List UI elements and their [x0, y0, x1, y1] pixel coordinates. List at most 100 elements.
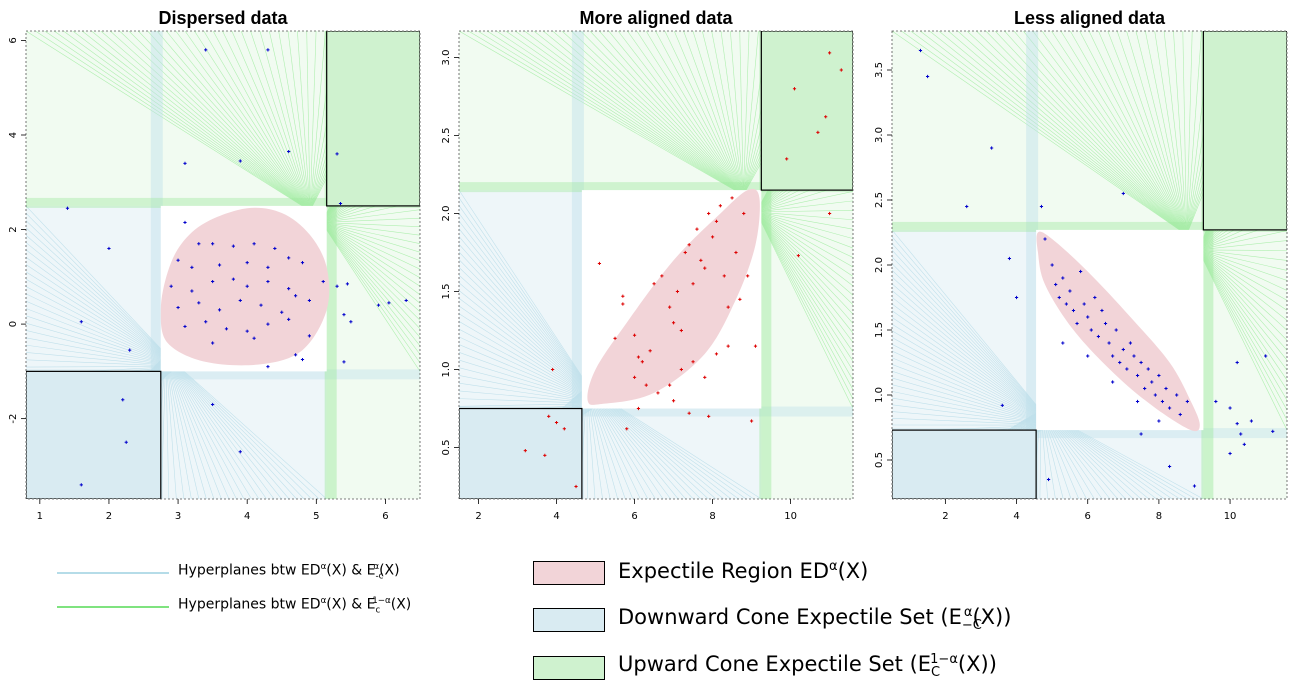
hyperplane-line	[26, 213, 178, 367]
hyperplane-line	[892, 229, 1054, 426]
data-point	[252, 242, 256, 246]
y-tick-label: 3.0	[874, 127, 885, 143]
data-point	[1050, 263, 1054, 267]
panel-title: Less aligned data	[1014, 8, 1166, 28]
data-point	[176, 305, 180, 310]
hyperplane-line	[26, 337, 178, 367]
hyperplane-line	[459, 328, 600, 404]
hyperplane-line	[321, 222, 420, 321]
hyperplane-line	[892, 364, 1053, 426]
plot-frame	[25, 30, 421, 500]
hyperplane-line	[203, 31, 311, 212]
hyperplane-line	[756, 211, 853, 353]
hyperplane-line	[26, 220, 178, 367]
data-point	[699, 258, 703, 262]
data-point	[1075, 321, 1079, 326]
data-point	[79, 483, 83, 487]
hyperplane-line	[459, 403, 600, 407]
data-point	[1054, 282, 1058, 287]
hyperplane-line	[459, 352, 600, 404]
upward-tint-above	[459, 31, 762, 191]
data-point	[204, 320, 208, 324]
data-point	[640, 360, 644, 364]
data-point	[1235, 422, 1239, 426]
hyperplane-line	[26, 286, 178, 367]
data-point	[816, 130, 820, 134]
hyperplane-line	[1198, 240, 1287, 251]
y-tick-label: 4	[8, 132, 19, 138]
hyperplane-line	[756, 211, 853, 249]
hyperplane-line	[26, 205, 178, 367]
data-point	[726, 344, 730, 348]
data-point	[128, 348, 132, 352]
y-tick-label: 2.5	[874, 192, 885, 208]
data-point	[1153, 393, 1157, 397]
hyperplane-line	[1107, 31, 1187, 236]
hyperplane-line	[627, 31, 744, 196]
hyperplane-line	[278, 31, 311, 211]
legend-region-label: Expectile Region EDα(X)	[618, 559, 869, 583]
hyperplane-line	[165, 354, 305, 499]
hyperplane-line	[477, 31, 744, 196]
hyperplane-line	[459, 251, 601, 404]
data-point	[190, 289, 194, 293]
hyperplane-line	[26, 315, 178, 367]
downward-tint-below	[1036, 430, 1204, 499]
data-point	[1178, 412, 1182, 417]
hyperplane-line	[459, 359, 600, 404]
plot-area	[26, 31, 420, 499]
data-point	[1228, 406, 1232, 410]
data-point	[1160, 399, 1165, 404]
hyperplane-line	[250, 31, 311, 212]
data-point	[1157, 373, 1161, 378]
hyperplane-line	[756, 211, 853, 324]
hyperplane-line	[756, 191, 853, 213]
hyperplane-line	[892, 337, 1053, 426]
hyperplane-line	[165, 354, 290, 499]
hyperplane-line	[165, 354, 282, 499]
hyperplane-line	[26, 322, 178, 367]
hyperplane-line	[26, 242, 178, 367]
data-point	[683, 250, 687, 255]
hyperplane-line	[165, 354, 222, 499]
data-point	[1146, 367, 1150, 371]
hyperplane-line	[321, 222, 420, 313]
hyperplane-line	[1198, 249, 1287, 291]
data-point	[217, 308, 222, 312]
hyperplane-line	[306, 31, 311, 211]
data-point	[1167, 464, 1172, 469]
plot-area	[892, 31, 1287, 499]
data-point	[183, 220, 187, 225]
downward-tint-below	[160, 371, 327, 499]
hyperplane-line	[321, 222, 420, 279]
hyperplane-line	[892, 310, 1054, 426]
data-point	[266, 265, 270, 269]
data-point	[1235, 360, 1239, 365]
y-tick-label: 3.5	[874, 62, 885, 78]
hyperplane-line	[892, 370, 1053, 426]
x-tick-label: 8	[1156, 511, 1162, 522]
hyperplane-line	[1198, 249, 1287, 251]
data-point	[211, 341, 215, 345]
data-point	[1089, 328, 1093, 332]
hyperplane-line	[321, 222, 420, 270]
data-point	[266, 322, 270, 326]
hyperplane-line	[1173, 31, 1187, 235]
data-point	[636, 355, 641, 359]
hyperplane-line	[892, 417, 1053, 426]
hyperplane-line	[756, 211, 853, 371]
hyperplane-line	[459, 398, 600, 404]
data-point	[632, 333, 637, 337]
hyperplane-line	[1198, 249, 1287, 391]
data-point	[1271, 429, 1275, 433]
hyperplane-line	[756, 211, 853, 409]
downward-tint-left	[892, 229, 1037, 431]
data-point	[1103, 321, 1108, 326]
hyperplane-line	[1182, 31, 1187, 235]
hyperplane-line	[1154, 31, 1187, 235]
hyperplane-line	[459, 282, 601, 404]
hyperplane-line	[26, 330, 178, 367]
expectile-region	[587, 188, 760, 405]
hyperplane-line	[1198, 249, 1287, 271]
y-tick-label: 3.0	[441, 50, 452, 66]
